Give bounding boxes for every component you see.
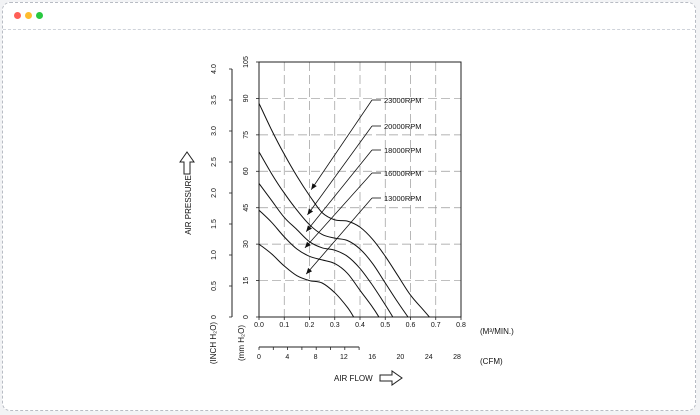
series-label: 23000RPM	[384, 96, 422, 105]
arrowhead-icon	[307, 208, 314, 215]
x2-tick-label: 4	[285, 354, 289, 361]
right-arrow-icon	[379, 370, 403, 386]
y-mm-tick-label: 60	[243, 167, 250, 175]
curve-leader-lines: 23000RPM 20000RPM 18000RPM 16000RPM 13000RPM	[304, 96, 422, 275]
y-inch-tick-label: 0.5	[211, 281, 218, 291]
y-inch-tick-label: 3.5	[211, 95, 218, 105]
y-inch-tick-label: 1.5	[211, 219, 218, 229]
y-unit-inch-label: (INCH H₂O)	[209, 322, 218, 365]
leader-line	[307, 125, 373, 216]
curve-line	[258, 183, 394, 318]
app-window	[2, 2, 696, 411]
y-inch-tick-label: 3.0	[211, 126, 218, 136]
series-label: 20000RPM	[384, 122, 422, 131]
x2-tick-label: 12	[340, 354, 348, 361]
x2-tick-label: 20	[397, 354, 405, 361]
chart-axes: 0.0 0.1 0.2 0.3 0.4 0.5 0.6 0.7 0.8 0 15 30 45 60 75 90…	[211, 56, 466, 361]
x2-tick-label: 8	[314, 354, 318, 361]
title-bar	[3, 3, 695, 30]
x-unit-label: (M³/MIN.)	[480, 327, 514, 336]
x2-unit-label: (CFM)	[480, 357, 503, 366]
x-tick-label: 0.1	[279, 322, 289, 329]
y-mm-tick-label: 0	[243, 315, 250, 319]
x-tick-label: 0.6	[406, 322, 416, 329]
y-mm-tick-label: 105	[243, 56, 250, 68]
y-mm-tick-label: 75	[243, 131, 250, 139]
y-mm-tick-label: 15	[243, 277, 250, 285]
y-inch-tick-label: 2.5	[211, 157, 218, 167]
y-mm-tick-label: 45	[243, 204, 250, 212]
arrowhead-icon	[311, 183, 317, 190]
x2-tick-label: 16	[368, 354, 376, 361]
x-tick-label: 0.5	[380, 322, 390, 329]
y-mm-tick-label: 90	[243, 94, 250, 102]
curve-line	[258, 209, 380, 318]
x-tick-label: 0.8	[456, 322, 466, 329]
curve-line	[258, 243, 355, 318]
y-axis-title: AIR PRESSURE	[184, 175, 193, 235]
leader-line	[305, 197, 373, 275]
rpm-curves	[258, 103, 430, 318]
x2-tick-label: 28	[453, 354, 461, 361]
x-tick-label: 0.7	[431, 322, 441, 329]
x-tick-label: 0.0	[254, 322, 264, 329]
close-button[interactable]	[14, 12, 21, 19]
y-unit-mm-label: (mm H₂O)	[237, 325, 246, 361]
series-label: 13000RPM	[384, 194, 422, 203]
arrowhead-icon	[306, 225, 312, 232]
x2-tick-label: 0	[257, 354, 261, 361]
x-tick-label: 0.4	[355, 322, 365, 329]
series-label: 16000RPM	[384, 169, 422, 178]
curve-line	[258, 151, 409, 318]
y-inch-tick-label: 4.0	[211, 64, 218, 74]
x-tick-label: 0.2	[305, 322, 315, 329]
minimize-button[interactable]	[25, 12, 32, 19]
x2-tick-label: 24	[425, 354, 433, 361]
up-arrow-icon	[179, 151, 195, 175]
curve-line	[258, 103, 430, 318]
series-label: 18000RPM	[384, 146, 422, 155]
y-inch-tick-label: 2.0	[211, 188, 218, 198]
y-inch-tick-label: 1.0	[211, 250, 218, 260]
arrowhead-icon	[304, 241, 311, 248]
leader-line	[304, 172, 373, 249]
y-inch-tick-label: 0	[211, 315, 218, 319]
leader-line	[310, 99, 373, 190]
chart-grid	[259, 62, 461, 317]
arrowhead-icon	[306, 267, 313, 275]
y-mm-tick-label: 30	[243, 240, 250, 248]
leader-line	[305, 149, 373, 232]
x-axis-title: AIR FLOW	[334, 374, 373, 383]
maximize-button[interactable]	[36, 12, 43, 19]
x-tick-label: 0.3	[330, 322, 340, 329]
